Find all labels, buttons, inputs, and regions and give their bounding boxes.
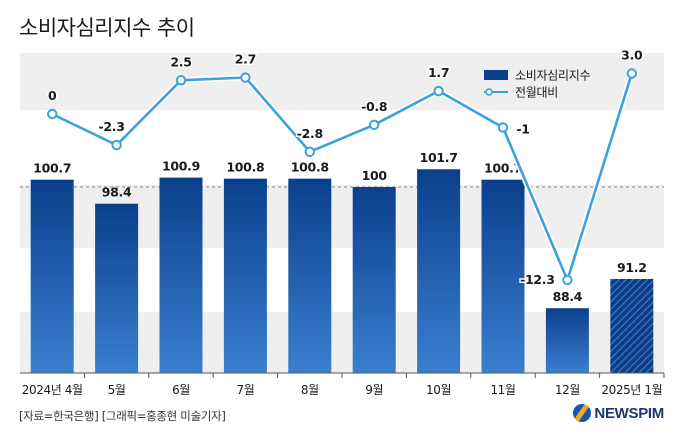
line-point [240, 72, 251, 83]
legend-bar-label: 소비자심리지수 [515, 69, 590, 83]
x-tick-label: 2025년 1월 [601, 383, 662, 397]
bar [352, 187, 396, 373]
bar [481, 179, 525, 373]
line-series-path [51, 73, 634, 282]
line-value-label: 0 [48, 88, 57, 103]
bar [610, 278, 654, 373]
bar-value-label: 88.4 [553, 289, 583, 304]
line-value-label: 2.7 [235, 52, 256, 67]
bar-value-label: 100.9 [162, 159, 200, 174]
line-point [47, 108, 58, 120]
legend-line-marker [485, 88, 493, 96]
bar-value-label: 100.7 [484, 161, 522, 176]
x-tick-label: 6월 [172, 383, 190, 397]
line-value-label: -12.3 [520, 272, 555, 287]
logo-text: NEWSPIM [594, 404, 664, 422]
bar-value-label: 100.8 [291, 160, 329, 175]
line-point [562, 274, 573, 286]
x-tick-label: 9월 [365, 383, 383, 397]
line-value-label: -0.8 [361, 99, 387, 114]
background-band [20, 53, 664, 110]
bar [223, 178, 267, 373]
line-value-label: 1.7 [428, 65, 449, 80]
x-tick-label: 12월 [555, 383, 580, 397]
x-tick-label: 8월 [301, 383, 319, 397]
chart-title: 소비자심리지수 추이 [19, 16, 195, 40]
legend-bar-swatch [484, 70, 508, 80]
line-value-label: 3.0 [621, 48, 643, 63]
bar [95, 203, 139, 373]
bar [417, 169, 461, 373]
bar-value-label: 91.2 [617, 260, 647, 275]
bar [288, 178, 332, 373]
bar [30, 179, 74, 373]
legend-line-label: 전월대비 [515, 86, 558, 100]
line-value-label: -1 [516, 122, 529, 137]
newspim-logo: NEWSPIM [573, 404, 664, 422]
line-point [433, 85, 444, 97]
bar-value-label: 100.7 [33, 161, 71, 176]
bar-value-label: 101.7 [420, 150, 458, 165]
line-point [497, 122, 509, 133]
line-value-label: 2.5 [170, 54, 191, 69]
logo-icon [573, 404, 592, 422]
line-point [626, 68, 637, 79]
x-tick-label: 11월 [490, 383, 515, 397]
bar-value-label: 100.8 [226, 160, 264, 175]
line-point [369, 119, 380, 131]
line-value-label: -2.3 [99, 119, 125, 134]
bar-value-label: 100 [362, 168, 388, 183]
line-point [304, 146, 315, 158]
line-point [175, 75, 187, 86]
line-value-label: -2.8 [297, 126, 323, 141]
x-tick-label: 7월 [236, 383, 254, 397]
source-note: [자료=한국은행] [그래픽=홍종현 미술기자] [19, 409, 226, 423]
line-point [111, 139, 122, 151]
bar [159, 177, 203, 373]
x-tick-label: 2024년 4월 [22, 383, 83, 397]
x-tick-label: 10월 [426, 383, 451, 397]
x-tick-label: 5월 [108, 383, 126, 397]
bar [545, 308, 589, 373]
bar-value-label: 98.4 [102, 185, 132, 200]
